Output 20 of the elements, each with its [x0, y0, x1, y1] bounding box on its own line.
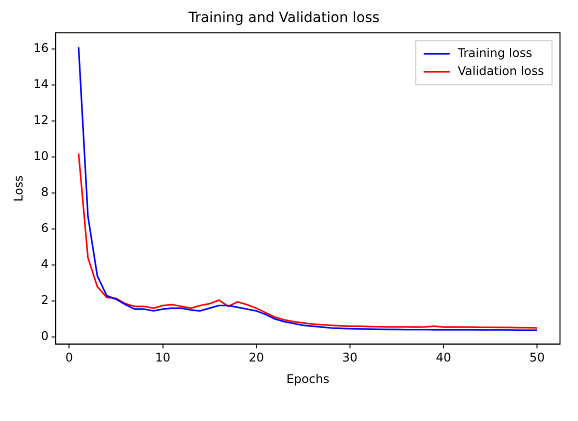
- y-tick-label: 14: [33, 77, 49, 92]
- legend-label: Training loss: [456, 46, 532, 60]
- y-tick-label: 6: [41, 221, 49, 236]
- x-tick-label: 30: [342, 350, 358, 365]
- x-tick-label: 0: [65, 350, 74, 365]
- y-tick-label: 16: [33, 41, 49, 56]
- y-tick-label: 10: [33, 149, 49, 164]
- y-tick-label: 4: [41, 257, 49, 272]
- x-tick-label: 10: [155, 350, 170, 365]
- y-tick-label: 8: [41, 185, 49, 200]
- x-tick-label: 50: [529, 350, 545, 365]
- y-tick-label: 0: [41, 329, 49, 344]
- x-axis-title: Epochs: [286, 372, 330, 386]
- x-tick-label: 20: [248, 350, 264, 365]
- chart-title: Training and Validation loss: [187, 10, 380, 26]
- y-tick-label: 12: [33, 113, 49, 128]
- legend-label: Validation loss: [458, 64, 544, 78]
- y-tick-label: 2: [41, 293, 49, 308]
- x-tick-label: 40: [436, 350, 452, 365]
- y-axis-title: Loss: [11, 175, 26, 202]
